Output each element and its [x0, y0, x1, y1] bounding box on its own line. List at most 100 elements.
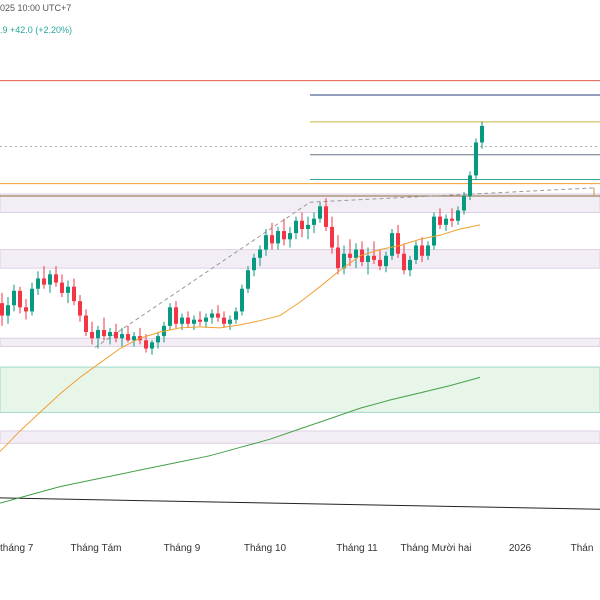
candle	[294, 216, 298, 240]
candle	[390, 228, 394, 260]
moving-average-short-line	[0, 224, 481, 452]
candle-body	[42, 278, 46, 285]
candle-body	[12, 290, 16, 306]
candle-body	[30, 288, 34, 312]
candle-body	[90, 332, 94, 339]
candle	[252, 253, 256, 277]
candle-body	[270, 235, 274, 244]
candle-body	[432, 216, 436, 246]
candle-body	[408, 259, 412, 271]
candle	[36, 271, 40, 295]
candle	[180, 313, 184, 330]
candle	[168, 303, 172, 330]
candle-body	[192, 319, 196, 324]
x-tick-label: tháng 7	[0, 543, 34, 554]
candle	[90, 321, 94, 345]
candle-body	[48, 274, 52, 285]
candle-body	[150, 342, 154, 349]
candle-body	[210, 313, 214, 318]
price-zone	[0, 430, 600, 444]
candle-body	[330, 226, 334, 248]
candle-body	[126, 334, 130, 341]
x-tick-label: Tháng 11	[336, 543, 378, 554]
candle-body	[348, 253, 352, 258]
candle	[222, 311, 226, 328]
candle-body	[132, 336, 136, 341]
candle-body	[24, 307, 28, 312]
candle	[6, 297, 10, 324]
candle-body	[450, 218, 454, 221]
candle-body	[354, 249, 358, 258]
candle	[444, 214, 448, 232]
candle	[54, 266, 58, 287]
candle	[66, 280, 70, 304]
candle	[414, 241, 418, 265]
candle-body	[0, 303, 4, 316]
price-zone	[0, 366, 600, 413]
candle	[348, 239, 352, 267]
candle-body	[468, 175, 472, 197]
candle-body	[228, 319, 232, 324]
candle	[324, 198, 328, 232]
candle-body	[378, 259, 382, 267]
candle-body	[342, 253, 346, 269]
candle	[426, 241, 430, 260]
candle-body	[246, 270, 250, 289]
candle	[234, 307, 238, 324]
candle	[432, 212, 436, 250]
price-zone	[0, 193, 600, 214]
candle	[258, 245, 262, 267]
candle	[420, 237, 424, 262]
candle-body	[234, 311, 238, 320]
chart-time-readout: 025 10:00 UTC+7	[0, 3, 72, 13]
candle-body	[60, 282, 64, 293]
candle-body	[480, 125, 484, 143]
pattern-line	[94, 187, 597, 348]
trendline	[0, 497, 600, 510]
candle-body	[420, 245, 424, 256]
candle-body	[276, 231, 280, 244]
candle-body	[18, 290, 22, 308]
candle-body	[414, 245, 418, 260]
candle-body	[300, 220, 304, 229]
candle	[84, 309, 88, 337]
candle	[108, 327, 112, 345]
candle	[384, 251, 388, 273]
candle	[72, 278, 76, 306]
candle-body	[396, 233, 400, 254]
candle-body	[96, 329, 100, 339]
candle	[156, 332, 160, 349]
candle-body	[120, 334, 124, 339]
candle	[264, 228, 268, 256]
candle	[132, 332, 136, 347]
candle-body	[108, 332, 112, 337]
candle	[12, 284, 16, 312]
candle	[216, 305, 220, 322]
candle	[24, 299, 28, 320]
candle-body	[456, 210, 460, 221]
candle-body	[360, 249, 364, 262]
candle-body	[186, 317, 190, 324]
candle	[174, 301, 178, 328]
candle-body	[390, 233, 394, 256]
candle	[18, 286, 22, 314]
candle	[96, 325, 100, 349]
candle-body	[114, 332, 118, 339]
candle	[150, 340, 154, 355]
candle	[186, 311, 190, 328]
candle-body	[198, 319, 202, 322]
candle-body	[366, 255, 370, 262]
candle-body	[426, 245, 430, 256]
candle	[360, 241, 364, 267]
candle-body	[84, 315, 88, 333]
candle	[42, 266, 46, 289]
candle	[144, 334, 148, 353]
candle	[336, 235, 340, 275]
candle-body	[156, 336, 160, 343]
price-zone	[0, 337, 600, 347]
candle	[228, 315, 232, 330]
candle	[306, 216, 310, 240]
candle-body	[252, 257, 256, 271]
candle	[192, 315, 196, 330]
